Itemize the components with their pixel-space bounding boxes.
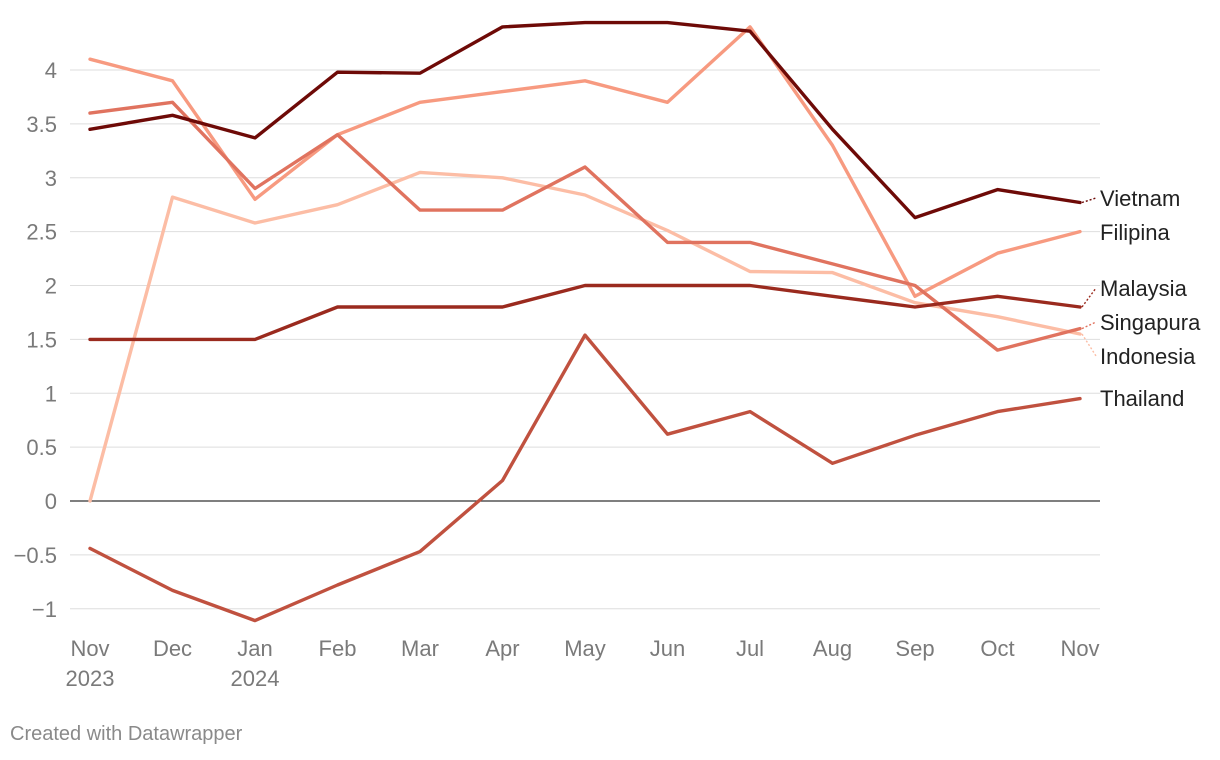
y-tick-label: 0 bbox=[45, 489, 57, 514]
y-tick-label: 2.5 bbox=[26, 220, 57, 245]
x-tick-label: Jul bbox=[736, 636, 764, 661]
y-tick-label: 0.5 bbox=[26, 435, 57, 460]
x-tick-label: Sep bbox=[895, 636, 934, 661]
x-tick-label: Feb bbox=[319, 636, 357, 661]
x-tick-label: Nov bbox=[70, 636, 109, 661]
y-tick-label: 3.5 bbox=[26, 112, 57, 137]
y-tick-label: 2 bbox=[45, 274, 57, 299]
series-label-malaysia: Malaysia bbox=[1100, 276, 1188, 301]
x-tick-label: Aug bbox=[813, 636, 852, 661]
series-line-malaysia bbox=[88, 283, 1082, 342]
y-tick-label: 1 bbox=[45, 381, 57, 406]
x-tick-label: Oct bbox=[980, 636, 1014, 661]
y-tick-label: 4 bbox=[45, 58, 57, 83]
x-tick-label: Jan bbox=[237, 636, 272, 661]
series-labels: Indonesia Filipina Singapura Thailand Malays… bbox=[1081, 186, 1201, 411]
y-axis-ticks: −1 −0.5 0 0.5 1 1.5 2 2.5 3 3.5 4 bbox=[14, 58, 57, 622]
series-line-thailand bbox=[88, 333, 1082, 623]
x-tick-label: Apr bbox=[485, 636, 519, 661]
label-leader-vietnam bbox=[1081, 197, 1097, 204]
y-tick-label: 3 bbox=[45, 166, 57, 191]
x-tick-label: Mar bbox=[401, 636, 439, 661]
x-tick-label: Jun bbox=[650, 636, 685, 661]
series-label-singapura: Singapura bbox=[1100, 310, 1201, 335]
series-line-singapura bbox=[88, 100, 1082, 352]
label-leader-indonesia bbox=[1081, 333, 1097, 357]
chart-credit: Created with Datawrapper bbox=[10, 723, 243, 745]
x-axis-ticks: Nov 2023 Dec Jan 2024 Feb Mar Apr May Jun Jul Aug Se… bbox=[66, 636, 1100, 691]
y-tick-label: −0.5 bbox=[14, 543, 57, 568]
label-leader-malaysia bbox=[1081, 287, 1097, 308]
series-label-vietnam: Vietnam bbox=[1100, 186, 1180, 211]
series-lines bbox=[88, 20, 1082, 623]
label-leader-singapura bbox=[1081, 321, 1097, 330]
series-line-indonesia bbox=[88, 170, 1082, 503]
series-label-thailand: Thailand bbox=[1100, 386, 1184, 411]
y-tick-label: −1 bbox=[32, 597, 57, 622]
x-tick-label: May bbox=[564, 636, 606, 661]
series-line-vietnam bbox=[88, 20, 1082, 220]
series-label-indonesia: Indonesia bbox=[1100, 344, 1196, 369]
x-tick-label-year: 2024 bbox=[231, 666, 280, 691]
x-tick-label-year: 2023 bbox=[66, 666, 115, 691]
x-tick-label: Dec bbox=[153, 636, 192, 661]
x-tick-label: Nov bbox=[1060, 636, 1099, 661]
y-tick-label: 1.5 bbox=[26, 327, 57, 352]
series-label-filipina: Filipina bbox=[1100, 220, 1170, 245]
series-line-filipina bbox=[88, 25, 1082, 298]
